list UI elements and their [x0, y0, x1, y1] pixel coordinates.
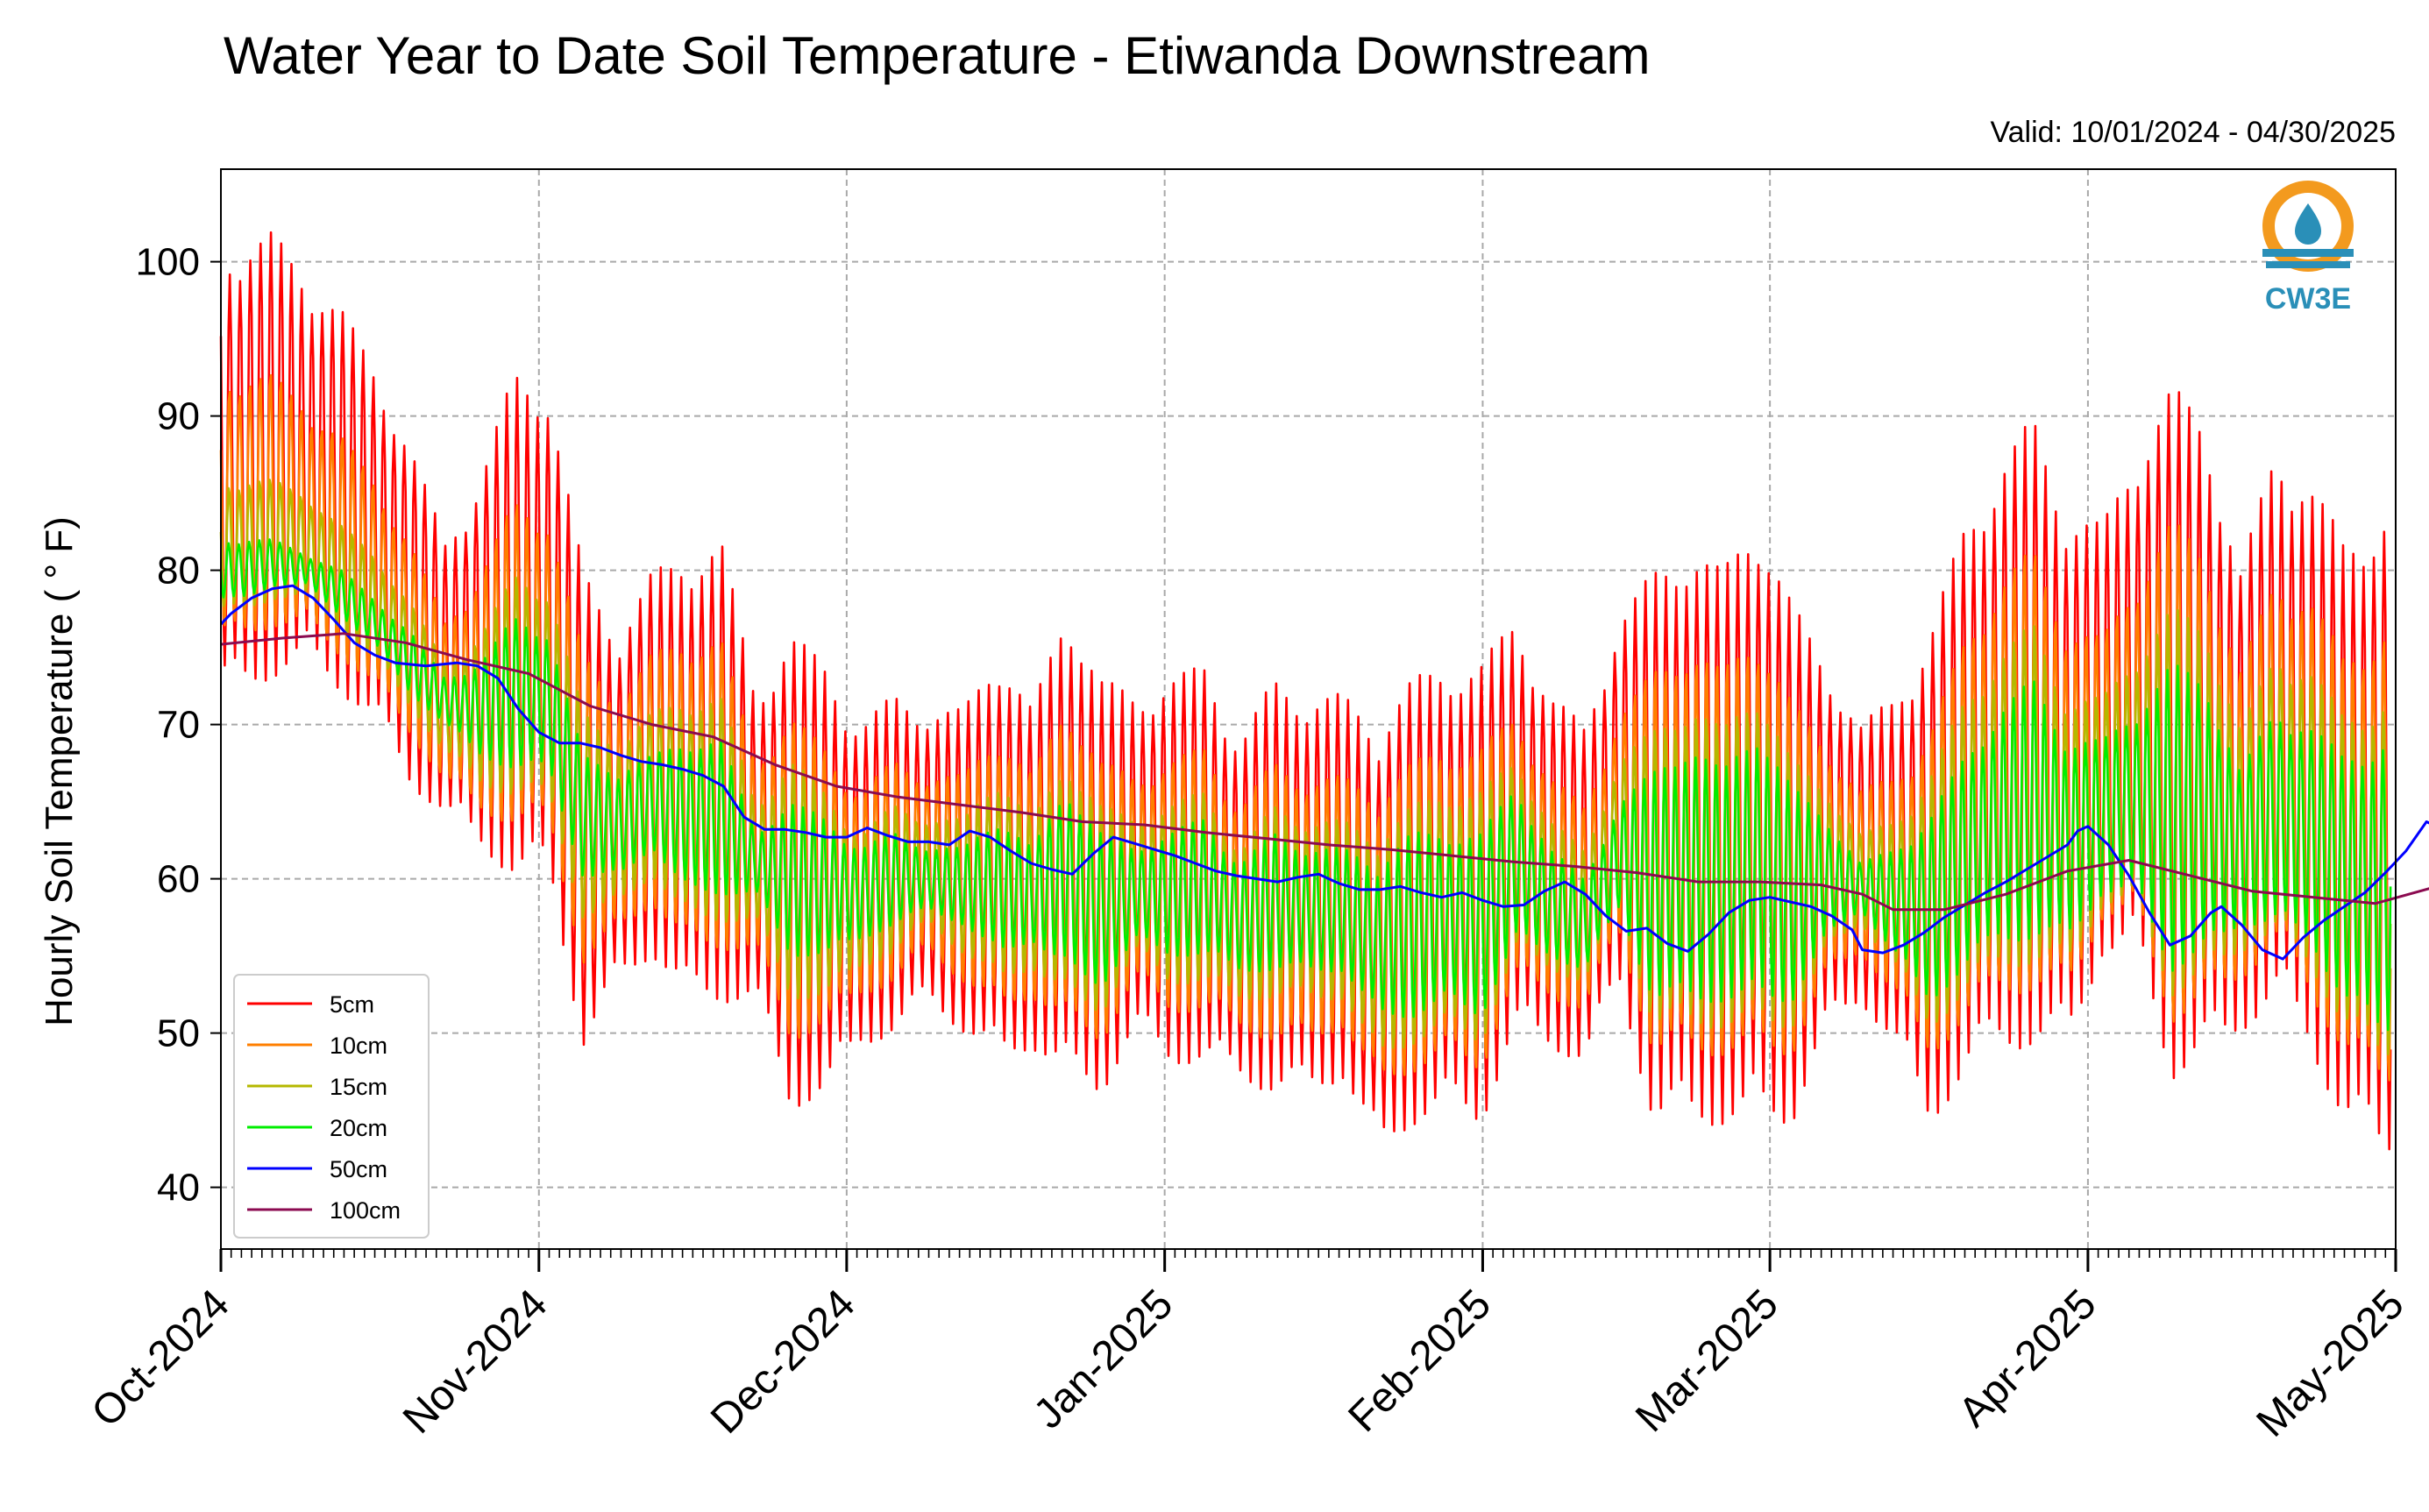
series-line-20cm — [219, 538, 2392, 1032]
legend-entry-label: 15cm — [330, 1074, 387, 1100]
x-tick-label: Jan-2025 — [1025, 1281, 1182, 1437]
chart-subtitle: Valid: 10/01/2024 - 04/30/2025 — [1990, 116, 2396, 149]
x-axis: Oct-2024 Nov-2024 Dec-2024 Jan-2025 Feb-2025… — [83, 1249, 2413, 1446]
y-tick-label: 90 — [157, 395, 200, 438]
y-tick-label: 40 — [157, 1167, 200, 1210]
legend-frame — [233, 974, 430, 1239]
y-tick-label: 80 — [157, 550, 200, 593]
y-axis-label: Hourly Soil Temperature ( ° F) — [38, 516, 81, 1026]
legend-entry-label: 5cm — [330, 991, 374, 1018]
y-axis: 40 50 60 70 80 90 100 — [136, 241, 221, 1210]
x-tick-label: Oct-2024 — [83, 1281, 238, 1436]
x-tick-label: May-2025 — [2248, 1281, 2412, 1445]
x-tick-label: Dec-2024 — [702, 1281, 864, 1443]
y-tick-label: 60 — [157, 858, 200, 901]
x-tick-label: Feb-2025 — [1339, 1281, 1500, 1441]
series-line-10cm — [219, 373, 2392, 1082]
logo-text: CW3E — [2265, 282, 2351, 316]
x-tick-label: Nov-2024 — [394, 1281, 557, 1443]
legend-entry-label: 10cm — [330, 1033, 387, 1059]
logo-wave-2 — [2266, 261, 2350, 268]
logo-wave-1 — [2262, 249, 2354, 257]
series-line-50cm — [219, 584, 2429, 961]
chart-title: Water Year to Date Soil Temperature - Et… — [224, 26, 1650, 85]
series-layer — [219, 231, 2429, 1151]
legend-entry-label: 100cm — [330, 1197, 401, 1224]
y-tick-label: 70 — [157, 704, 200, 747]
legend: 5cm 10cm 15cm 20cm 50cm 100cm — [233, 974, 430, 1239]
y-tick-label: 50 — [157, 1012, 200, 1055]
legend-entry-label: 20cm — [330, 1115, 387, 1141]
x-tick-label: Apr-2025 — [1950, 1281, 2106, 1436]
legend-entry-label: 50cm — [330, 1156, 387, 1182]
cw3e-logo: CW3E — [2262, 181, 2354, 316]
logo-water-drop-icon — [2295, 203, 2321, 245]
x-tick-label: Mar-2025 — [1627, 1281, 1787, 1441]
y-tick-label: 100 — [136, 241, 200, 284]
grid — [220, 169, 2397, 1249]
series-line-100cm — [220, 632, 2429, 912]
plot-frame — [220, 168, 2397, 1250]
series-line-15cm — [219, 479, 2392, 1055]
